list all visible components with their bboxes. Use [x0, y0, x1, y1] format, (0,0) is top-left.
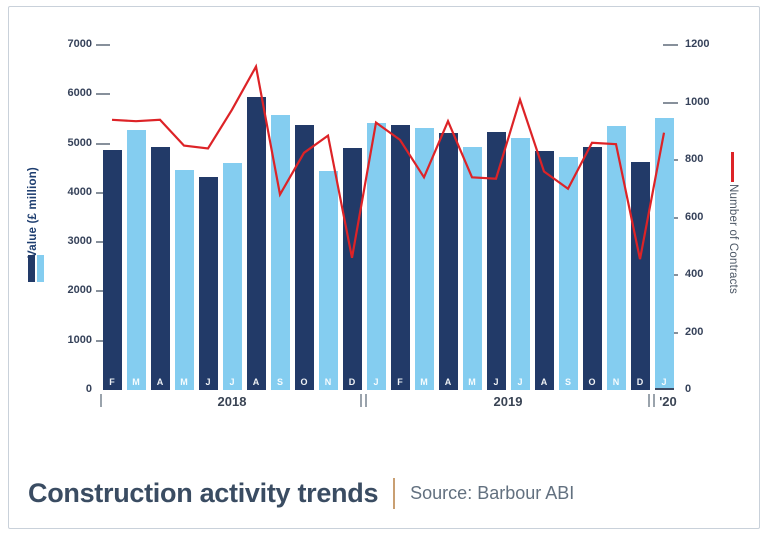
axis-start-tick [100, 394, 102, 407]
left-axis-tick-mark [96, 93, 110, 96]
value-bar [390, 124, 410, 390]
right-axis-tick-label: 600 [685, 210, 704, 223]
month-label: J [229, 377, 235, 387]
value-bar [630, 161, 650, 390]
legend-value-dark-swatch [28, 255, 35, 282]
left-axis-tick-label: 0 [85, 383, 92, 395]
value-bar [510, 137, 530, 390]
right-axis-tick-mark [663, 101, 678, 104]
year-separator-tick [360, 394, 362, 407]
value-bar [486, 132, 506, 390]
left-axis-tick-label: 5000 [67, 136, 92, 149]
left-axis-tick-label: 7000 [67, 38, 92, 50]
value-bar [366, 123, 386, 390]
year-separator-tick [653, 394, 655, 407]
value-bar [462, 146, 482, 390]
value-bar [126, 130, 146, 390]
value-bar [342, 148, 362, 390]
month-label: O [300, 377, 308, 387]
value-bar [222, 162, 242, 390]
value-bar [294, 124, 314, 390]
year-label: 2018 [217, 394, 247, 409]
left-axis-tick-label: 6000 [67, 87, 92, 100]
month-label: F [109, 377, 115, 387]
year-label: '20 [659, 394, 677, 409]
legend-contracts-line-swatch [731, 152, 734, 182]
value-bar [102, 150, 122, 390]
year-separator-tick [648, 394, 650, 407]
month-label: A [540, 377, 548, 387]
right-axis-tick-label: 200 [685, 325, 704, 338]
month-label: N [324, 377, 332, 387]
left-axis-tick-mark [96, 44, 110, 46]
value-bar [198, 176, 218, 390]
value-bar [606, 125, 626, 390]
month-label: D [636, 377, 644, 387]
month-label: M [420, 377, 428, 387]
value-bar [534, 151, 554, 390]
value-bar [318, 170, 338, 390]
chart-title: Construction activity trends [28, 478, 379, 508]
value-bar [270, 115, 290, 390]
right-axis-tick-label: 800 [685, 153, 704, 165]
right-axis-tick-label: 1200 [685, 38, 710, 50]
left-axis-tick-mark [96, 142, 110, 145]
source-text: Source: Barbour ABI [410, 483, 575, 503]
month-label: A [156, 377, 164, 387]
month-label: M [180, 377, 188, 387]
left-axis-title: Value (£ million) [27, 167, 39, 258]
month-label: J [205, 377, 211, 387]
right-axis-tick-label: 1000 [685, 95, 710, 108]
month-label: N [612, 377, 620, 387]
legend-value-light-swatch [37, 255, 44, 282]
month-label: S [276, 377, 283, 387]
right-axis-tick-label: 0 [685, 383, 692, 395]
year-separator-tick [365, 394, 367, 407]
value-bar [246, 96, 266, 390]
left-axis-tick-label: 4000 [67, 185, 92, 198]
right-axis-title: Number of Contracts [727, 184, 739, 294]
right-axis-tick-label: 400 [685, 268, 704, 280]
month-label: S [564, 377, 571, 387]
year-label: 2019 [493, 394, 523, 409]
value-bar [582, 147, 602, 390]
month-label: M [132, 377, 140, 387]
value-bar [438, 132, 458, 390]
month-label: O [588, 377, 596, 387]
month-label: M [468, 377, 476, 387]
value-bar [558, 157, 578, 390]
contracts-line [111, 63, 666, 260]
right-axis-tick-mark [663, 44, 678, 46]
footer: Construction activity trends Source: Bar… [28, 478, 574, 509]
month-label: A [444, 377, 452, 387]
month-label: J [661, 377, 667, 387]
value-bar [150, 146, 170, 390]
month-label: J [517, 377, 523, 387]
month-label: A [252, 377, 260, 387]
value-bar [174, 170, 194, 390]
month-label: J [373, 377, 379, 387]
month-label: D [348, 377, 356, 387]
value-bar [654, 118, 674, 390]
left-axis-tick-label: 3000 [67, 235, 92, 248]
last-bar-baseline-mark [654, 387, 674, 390]
left-axis-tick-label: 2000 [67, 284, 92, 297]
month-label: J [493, 377, 499, 387]
month-label: F [397, 377, 403, 387]
title-source-divider [393, 478, 396, 509]
left-axis-tick-label: 1000 [67, 333, 92, 346]
value-bar [414, 128, 434, 390]
